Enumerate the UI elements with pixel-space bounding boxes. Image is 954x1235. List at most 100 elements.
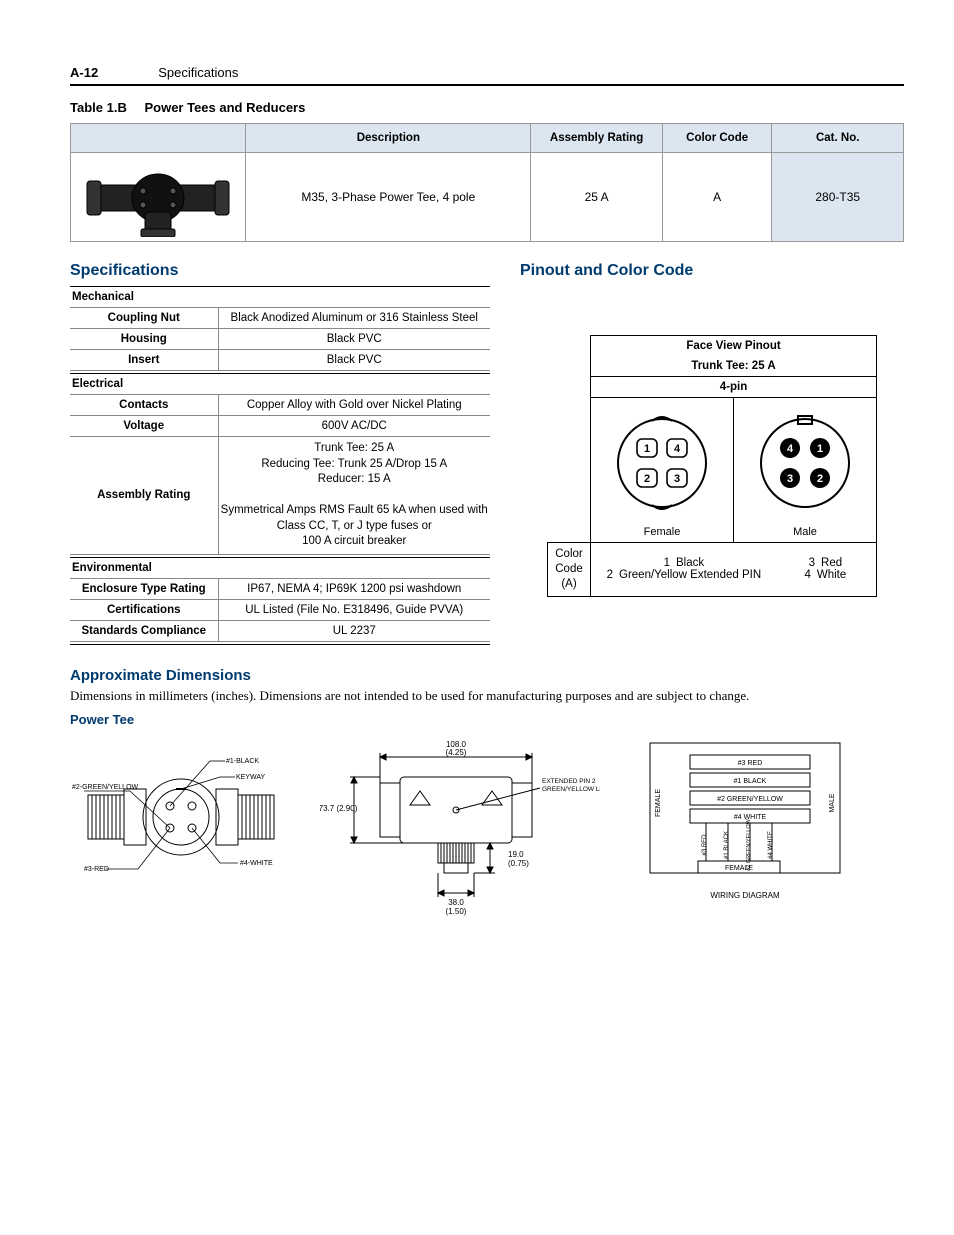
svg-text:3: 3: [674, 473, 680, 485]
d2-stubw-in: (1.50): [446, 907, 467, 916]
spec-label: Standards Compliance: [70, 620, 218, 641]
d1-label-p1: #1-BLACK: [226, 758, 259, 765]
svg-text:4: 4: [787, 443, 794, 455]
spec-value: UL Listed (File No. E318496, Guide PVVA): [218, 599, 490, 620]
d1-label-p2: #2-GREEN/YELLOW: [72, 784, 139, 791]
d2-note: EXTENDED PIN 2 GREEN/YELLOW LEAD: [542, 778, 600, 793]
spec-label: Coupling Nut: [70, 308, 218, 329]
wd-female-left: FEMALE: [655, 788, 662, 816]
table-caption: Table 1.B Power Tees and Reducers: [70, 100, 904, 115]
power-tee-subheading: Power Tee: [70, 712, 904, 727]
two-column-layout: Specifications Mechanical Coupling NutBl…: [70, 262, 904, 645]
th-color-code: Color Code: [662, 124, 772, 153]
th-blank: [71, 124, 246, 153]
td-cat-no: 280-T35: [772, 153, 904, 242]
male-connector-icon: 4 1 3 2: [738, 404, 872, 522]
wd-caption: WIRING DIAGRAM: [710, 891, 780, 900]
table-caption-text: Power Tees and Reducers: [144, 100, 305, 115]
d2-w-in: (4.25): [446, 748, 467, 757]
spec-label: Enclosure Type Rating: [70, 579, 218, 600]
spec-label: Certifications: [70, 599, 218, 620]
color-code-list-cell: 1 Black 2 Green/Yellow Extended PIN 3 Re…: [591, 543, 877, 597]
color-code-label-cell: Color Code (A): [548, 543, 591, 597]
svg-text:2: 2: [817, 473, 823, 485]
female-connector-cell: 1423 Female: [591, 398, 734, 543]
drawings-row: #1-BLACK KEYWAY #2-GREEN/YELLOW #3-RED #…: [70, 733, 904, 923]
table-header-row: Description Assembly Rating Color Code C…: [71, 124, 904, 153]
spec-value: Trunk Tee: 25 A Reducing Tee: Trunk 25 A…: [218, 437, 490, 555]
spec-table-environmental: Enclosure Type RatingIP67, NEMA 4; IP69K…: [70, 579, 490, 642]
female-label: Female: [595, 526, 729, 538]
female-connector-icon: 1423: [595, 404, 729, 522]
cc-num: 2: [604, 569, 616, 581]
cc-name: Green/Yellow Extended PIN: [619, 569, 761, 581]
wd-drop2: #2 GREEN/YELLOW: [746, 818, 752, 870]
spec-value: IP67, NEMA 4; IP69K 1200 psi washdown: [218, 579, 490, 600]
svg-text:2: 2: [644, 473, 650, 485]
wd-row1: #1 BLACK: [734, 778, 767, 785]
page-number: A-12: [70, 65, 98, 80]
d2-stubw-mm: 38.0: [448, 898, 464, 907]
spec-group-environmental: Environmental: [70, 557, 490, 579]
svg-text:1: 1: [644, 443, 650, 455]
pinout-table: Face View Pinout Trunk Tee: 25 A 4-pin 1…: [547, 335, 877, 597]
male-connector-cell: 4 1 3 2 Male: [734, 398, 877, 543]
table-row: M35, 3-Phase Power Tee, 4 pole 25 A A 28…: [71, 153, 904, 242]
cc-num: 4: [802, 569, 814, 581]
page-title: Specifications: [158, 65, 238, 80]
spec-label: Contacts: [70, 395, 218, 416]
pinout-title2: Trunk Tee: 25 A: [591, 356, 877, 377]
spec-label: Insert: [70, 350, 218, 371]
product-image-cell: [71, 153, 246, 242]
spec-table-bottom-rule: [70, 644, 490, 645]
svg-text:3: 3: [787, 473, 793, 485]
spec-value: UL 2237: [218, 620, 490, 641]
specifications-column: Specifications Mechanical Coupling NutBl…: [70, 262, 490, 645]
pinout-column: Pinout and Color Code Face View Pinout T…: [520, 262, 904, 645]
face-view-drawing: #1-BLACK KEYWAY #2-GREEN/YELLOW #3-RED #…: [70, 733, 300, 903]
th-cat-no: Cat. No.: [772, 124, 904, 153]
wd-row2: #2 GREEN/YELLOW: [717, 796, 783, 803]
table-caption-num: Table 1.B: [70, 100, 127, 115]
wd-male-right: MALE: [829, 793, 836, 812]
d2-stubh-mm: 19.0: [508, 850, 524, 859]
spec-group-electrical: Electrical: [70, 373, 490, 395]
cc-name: Red: [821, 557, 842, 569]
d1-label-keyway: KEYWAY: [236, 774, 266, 781]
td-description: M35, 3-Phase Power Tee, 4 pole: [246, 153, 531, 242]
d1-label-p3: #3-RED: [84, 866, 109, 873]
spec-table-electrical: ContactsCopper Alloy with Gold over Nick…: [70, 395, 490, 555]
pinout-heading: Pinout and Color Code: [520, 262, 904, 280]
page-header: A-12 Specifications: [70, 65, 904, 86]
tee-product-icon: [83, 157, 233, 237]
td-assembly-rating: 25 A: [531, 153, 663, 242]
cc-num: 3: [806, 557, 818, 569]
spec-value: Black PVC: [218, 350, 490, 371]
th-description: Description: [246, 124, 531, 153]
pinout-title1: Face View Pinout: [591, 336, 877, 357]
spec-group-mechanical: Mechanical: [70, 286, 490, 308]
wd-row3: #3 RED: [738, 760, 763, 767]
spec-table-mechanical: Coupling NutBlack Anodized Aluminum or 3…: [70, 308, 490, 371]
svg-text:1: 1: [817, 443, 823, 455]
spec-value: 600V AC/DC: [218, 416, 490, 437]
spec-label: Voltage: [70, 416, 218, 437]
dimensions-note: Dimensions in millimeters (inches). Dime…: [70, 688, 904, 704]
cc-name: White: [817, 569, 846, 581]
power-tees-table: Description Assembly Rating Color Code C…: [70, 123, 904, 242]
pinout-panel: Face View Pinout Trunk Tee: 25 A 4-pin 1…: [520, 335, 904, 597]
spec-label: Assembly Rating: [70, 437, 218, 555]
wiring-diagram: FEMALE MALE #3 RED #1 BLACK #2 GREEN/YEL…: [620, 733, 870, 923]
male-label: Male: [738, 526, 872, 538]
wd-drop3: #3 RED: [702, 833, 708, 855]
spec-value: Copper Alloy with Gold over Nickel Plati…: [218, 395, 490, 416]
spec-value: Black Anodized Aluminum or 316 Stainless…: [218, 308, 490, 329]
cc-num: 1: [661, 557, 673, 569]
d2-h-mm: 73.7 (2.90): [320, 804, 358, 813]
cc-name: Black: [676, 557, 704, 569]
d1-label-p4: #4-WHITE: [240, 860, 273, 867]
d2-stubh-in: (0.75): [508, 859, 529, 868]
wd-drop4: #4 WHITE: [768, 831, 774, 859]
td-color-code: A: [662, 153, 772, 242]
cc-label1: Color Code: [555, 548, 583, 575]
